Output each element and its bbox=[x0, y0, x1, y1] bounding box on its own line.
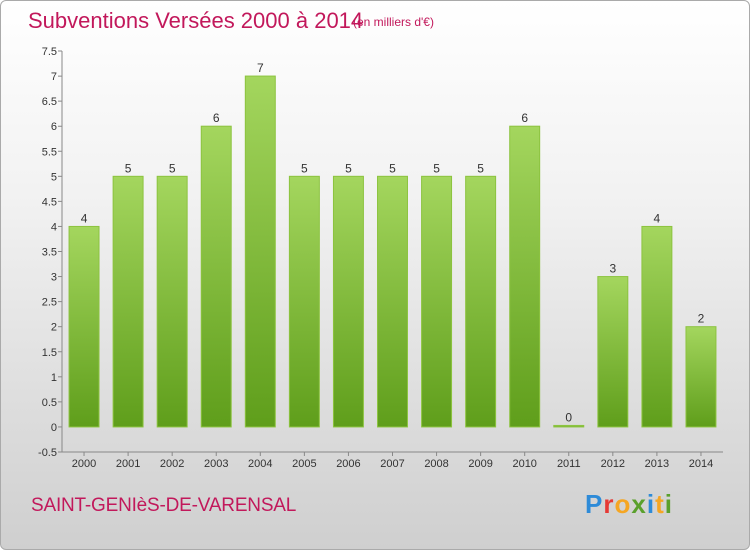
bar bbox=[465, 175, 497, 428]
x-tick-label: 2006 bbox=[336, 458, 360, 470]
y-tick-label: -0.5 bbox=[38, 447, 57, 459]
y-tick-label: 5 bbox=[51, 171, 57, 183]
x-tick-label: 2011 bbox=[557, 458, 581, 470]
y-tick-label: 0.5 bbox=[42, 397, 57, 409]
bar bbox=[332, 175, 364, 428]
bar-value-label: 2 bbox=[698, 312, 705, 326]
bar bbox=[112, 175, 144, 428]
bar-value-label: 4 bbox=[81, 211, 88, 225]
x-tick-label: 2000 bbox=[72, 458, 96, 470]
x-tick-label: 2002 bbox=[160, 458, 184, 470]
x-tick-label: 2009 bbox=[468, 458, 492, 470]
commune-name: SAINT-GENIèS-DE-VARENSAL bbox=[31, 495, 297, 516]
y-tick-label: 0 bbox=[51, 422, 57, 434]
logo-letter: o bbox=[614, 489, 632, 519]
y-tick-label: 3 bbox=[51, 272, 57, 284]
y-tick-label: 6 bbox=[51, 121, 57, 133]
x-tick-label: 2004 bbox=[248, 458, 272, 470]
bar bbox=[200, 125, 232, 428]
bar bbox=[156, 175, 188, 428]
x-tick-label: 2005 bbox=[292, 458, 316, 470]
y-tick-label: 4 bbox=[51, 221, 57, 233]
logo-letter: i bbox=[646, 489, 656, 519]
chart-labels: 4 2000 5 2001 5 2002 6 2003 7 2004 5 2005 5 2006 5 2007… bbox=[72, 61, 713, 470]
bar bbox=[377, 175, 408, 428]
logo-letter: r bbox=[603, 489, 615, 519]
y-tick-label: 7 bbox=[51, 71, 57, 83]
bar bbox=[68, 225, 100, 428]
x-tick-label: 2010 bbox=[512, 458, 536, 470]
bar bbox=[244, 75, 276, 428]
y-tick-label: 7.5 bbox=[42, 46, 57, 58]
bar-value-label: 5 bbox=[169, 161, 176, 175]
bar-value-label: 0 bbox=[565, 410, 572, 424]
y-tick-label: 4.5 bbox=[42, 196, 57, 208]
bar-value-label: 5 bbox=[433, 161, 440, 175]
bar bbox=[553, 424, 585, 428]
chart-axes: -0.5 0 0.5 1 1.5 2 2.5 3 3.5 4 4.5 5 5.5 6 6.5 7 7.5 bbox=[38, 46, 723, 459]
chart-subtitle: (en milliers d'€) bbox=[353, 15, 434, 29]
x-tick-label: 2014 bbox=[689, 458, 713, 470]
bar bbox=[685, 326, 717, 428]
x-tick-label: 2003 bbox=[204, 458, 228, 470]
logo-letter: t bbox=[655, 489, 665, 519]
bar bbox=[421, 175, 453, 428]
bar bbox=[597, 276, 629, 428]
bar-value-label: 5 bbox=[477, 161, 484, 175]
bar-value-label: 4 bbox=[654, 211, 661, 225]
bar-value-label: 5 bbox=[301, 161, 308, 175]
bar bbox=[509, 125, 541, 428]
chart-bars bbox=[68, 75, 717, 428]
y-tick-label: 1.5 bbox=[42, 347, 57, 359]
chart-title: Subventions Versées 2000 à 2014 bbox=[28, 8, 364, 33]
bar-value-label: 3 bbox=[609, 262, 616, 276]
bar bbox=[288, 175, 320, 428]
bar bbox=[641, 225, 673, 428]
logo-letter: x bbox=[631, 489, 647, 519]
bar-value-label: 5 bbox=[389, 161, 396, 175]
bar-value-label: 6 bbox=[213, 111, 220, 125]
x-tick-label: 2012 bbox=[601, 458, 625, 470]
x-tick-label: 2013 bbox=[645, 458, 669, 470]
x-tick-label: 2008 bbox=[424, 458, 448, 470]
x-tick-label: 2001 bbox=[116, 458, 140, 470]
bar-value-label: 5 bbox=[125, 161, 132, 175]
proxiti-logo: Proxiti bbox=[585, 489, 673, 520]
bar-value-label: 6 bbox=[521, 111, 528, 125]
logo-letter: P bbox=[585, 489, 604, 519]
x-tick-label: 2007 bbox=[380, 458, 404, 470]
y-tick-label: 5.5 bbox=[42, 146, 57, 158]
y-tick-label: 3.5 bbox=[42, 247, 57, 259]
y-tick-label: 2.5 bbox=[42, 297, 57, 309]
y-tick-label: 1 bbox=[51, 372, 57, 384]
bar-value-label: 5 bbox=[345, 161, 352, 175]
logo-letter: i bbox=[664, 489, 673, 519]
y-tick-label: 6.5 bbox=[42, 96, 57, 108]
y-tick-label: 2 bbox=[51, 322, 57, 334]
bar-value-label: 7 bbox=[257, 61, 264, 75]
